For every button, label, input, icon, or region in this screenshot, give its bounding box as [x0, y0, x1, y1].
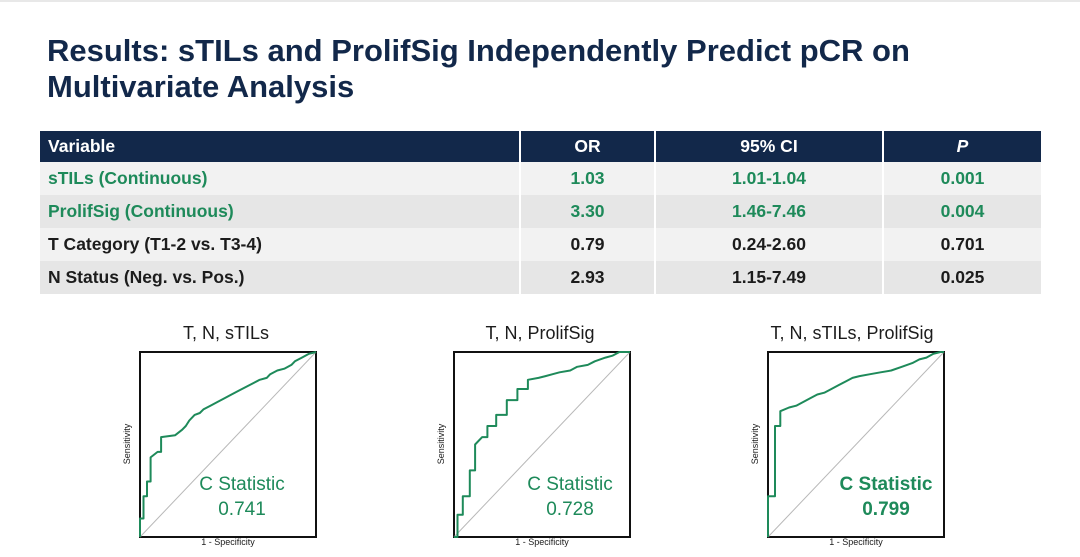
- c-statistic-label: C Statistic: [527, 474, 613, 495]
- roc-chart-prolifsig: T, N, ProlifSig C Statistic 0.728 Sensit…: [436, 323, 631, 547]
- header-variable: Variable: [40, 131, 521, 162]
- roc-chart-stils: T, N, sTILs C Statistic 0.741 Sensitivit…: [122, 323, 317, 547]
- table-row: sTILs (Continuous) 1.03 1.01-1.04 0.001: [40, 162, 1041, 195]
- reference-diagonal-line: [139, 351, 317, 538]
- y-axis-label: Sensitivity: [436, 423, 446, 464]
- cell-p: 0.025: [883, 261, 1041, 294]
- cell-or: 2.93: [520, 261, 656, 294]
- cell-or: 0.79: [520, 228, 656, 261]
- table-header-row: Variable OR 95% CI P: [40, 131, 1041, 162]
- reference-diagonal-line: [453, 351, 631, 538]
- x-axis-label: 1 - Specificity: [829, 537, 883, 547]
- header-ci: 95% CI: [655, 131, 884, 162]
- cell-or: 1.03: [520, 162, 656, 195]
- top-border-line: [0, 0, 1080, 2]
- x-axis-label: 1 - Specificity: [515, 537, 569, 547]
- cell-or: 3.30: [520, 195, 656, 228]
- roc-curve: [454, 351, 630, 538]
- cell-p: 0.701: [883, 228, 1041, 261]
- c-statistic-value: 0.741: [218, 499, 266, 520]
- c-statistic-value: 0.799: [862, 499, 910, 520]
- cell-p: 0.001: [883, 162, 1041, 195]
- roc-chart-stils-prolifsig: T, N, sTILs, ProlifSig C Statistic 0.799…: [750, 323, 945, 547]
- reference-diagonal-line: [767, 351, 945, 538]
- c-statistic-label: C Statistic: [840, 474, 933, 495]
- cell-variable: N Status (Neg. vs. Pos.): [40, 261, 521, 294]
- y-axis-label: Sensitivity: [750, 423, 760, 464]
- table-row: T Category (T1-2 vs. T3-4) 0.79 0.24-2.6…: [40, 228, 1041, 261]
- cell-variable: ProlifSig (Continuous): [40, 195, 521, 228]
- header-or: OR: [520, 131, 656, 162]
- c-statistic-label: C Statistic: [199, 474, 285, 495]
- x-axis-label: 1 - Specificity: [201, 537, 255, 547]
- roc-chart-title: T, N, ProlifSig: [485, 323, 594, 343]
- table-row: ProlifSig (Continuous) 3.30 1.46-7.46 0.…: [40, 195, 1041, 228]
- cell-ci: 1.46-7.46: [655, 195, 884, 228]
- cell-ci: 1.01-1.04: [655, 162, 884, 195]
- header-p: P: [883, 131, 1041, 162]
- roc-chart-title: T, N, sTILs, ProlifSig: [770, 323, 933, 343]
- cell-variable: T Category (T1-2 vs. T3-4): [40, 228, 521, 261]
- roc-curve: [767, 351, 944, 537]
- cell-ci: 1.15-7.49: [655, 261, 884, 294]
- cell-ci: 0.24-2.60: [655, 228, 884, 261]
- roc-chart-title: T, N, sTILs: [183, 323, 269, 343]
- cell-variable: sTILs (Continuous): [40, 162, 521, 195]
- roc-curve: [139, 351, 317, 537]
- results-table: Variable OR 95% CI P sTILs (Continuous) …: [40, 131, 1041, 294]
- cell-p: 0.004: [883, 195, 1041, 228]
- table-row: N Status (Neg. vs. Pos.) 2.93 1.15-7.49 …: [40, 261, 1041, 294]
- slide-title: Results: sTILs and ProlifSig Independent…: [47, 33, 910, 104]
- y-axis-label: Sensitivity: [122, 423, 132, 464]
- c-statistic-value: 0.728: [546, 499, 594, 520]
